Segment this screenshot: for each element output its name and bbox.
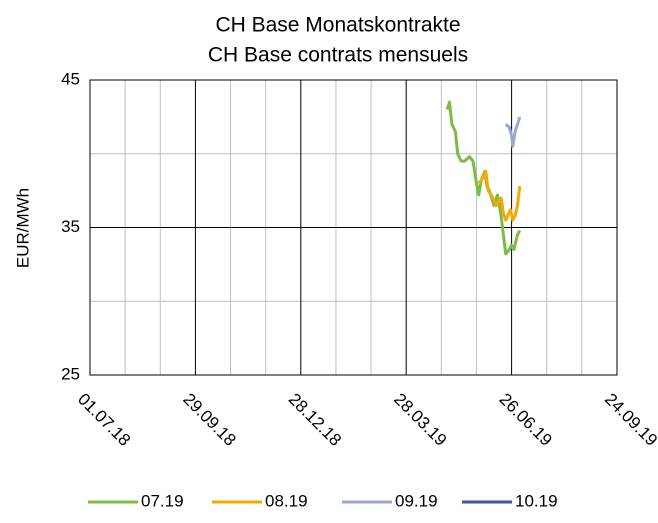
plot-border [89,79,618,376]
x-tick-label: 29.09.18 [179,390,239,450]
x-tick-label: 24.09.19 [601,390,658,450]
legend-label: 09.19 [395,491,438,510]
chart-title: CH Base Monatskontrakte [215,14,460,37]
x-tick-label: 26.06.19 [496,390,556,450]
series-line [504,116,522,148]
y-axis-label: EUR/MWh [13,188,32,268]
y-tick-label: 35 [61,217,80,236]
x-tick-label: 01.07.18 [74,390,134,450]
legend-label: 08.19 [265,491,308,510]
y-tick-label: 25 [61,364,80,383]
x-tick-label: 28.12.18 [285,390,345,450]
series-line [477,170,522,222]
chart-title: CH Base contrats mensuels [208,44,468,67]
legend-label: 07.19 [141,491,184,510]
y-tick-label: 45 [61,69,80,88]
legend-label: 10.19 [515,491,558,510]
x-tick-label: 28.03.19 [390,390,450,450]
